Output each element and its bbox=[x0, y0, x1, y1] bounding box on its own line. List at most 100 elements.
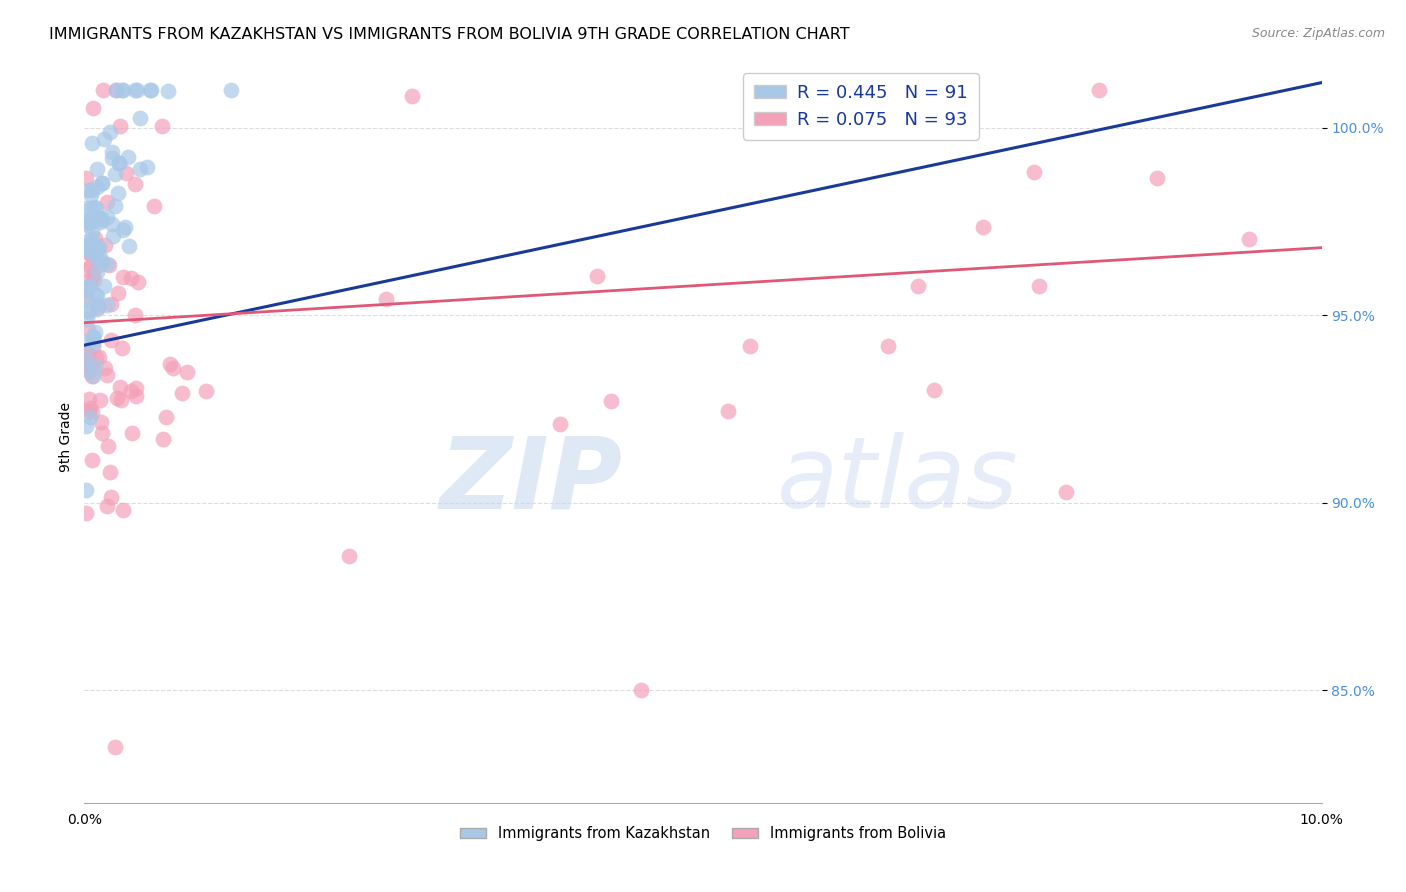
Immigrants from Kazakhstan bbox=[76, 183, 98, 197]
Immigrants from Kazakhstan bbox=[80, 136, 103, 150]
Immigrants from Bolivia bbox=[87, 258, 110, 272]
Immigrants from Kazakhstan bbox=[80, 232, 103, 246]
Immigrants from Bolivia bbox=[124, 308, 146, 322]
Immigrants from Kazakhstan bbox=[136, 160, 159, 174]
Immigrants from Kazakhstan bbox=[93, 278, 115, 293]
Immigrants from Bolivia bbox=[91, 425, 114, 440]
Immigrants from Bolivia bbox=[82, 268, 104, 282]
Immigrants from Bolivia bbox=[97, 439, 120, 453]
Immigrants from Bolivia bbox=[1237, 231, 1260, 245]
Immigrants from Bolivia bbox=[75, 262, 97, 277]
Immigrants from Kazakhstan bbox=[91, 213, 114, 227]
Immigrants from Kazakhstan bbox=[219, 83, 242, 97]
Immigrants from Bolivia bbox=[112, 270, 135, 285]
Immigrants from Bolivia bbox=[195, 384, 218, 398]
Immigrants from Bolivia bbox=[82, 453, 104, 467]
Immigrants from Bolivia bbox=[124, 177, 146, 191]
Immigrants from Kazakhstan bbox=[90, 176, 112, 190]
Immigrants from Bolivia bbox=[89, 351, 111, 365]
Immigrants from Bolivia bbox=[96, 368, 118, 382]
Immigrants from Kazakhstan bbox=[114, 220, 136, 235]
Immigrants from Bolivia bbox=[84, 350, 107, 364]
Immigrants from Bolivia bbox=[76, 353, 98, 368]
Immigrants from Kazakhstan bbox=[80, 188, 103, 202]
Immigrants from Bolivia bbox=[98, 465, 121, 479]
Immigrants from Kazakhstan bbox=[111, 223, 134, 237]
Immigrants from Kazakhstan bbox=[87, 242, 110, 256]
Immigrants from Kazakhstan bbox=[76, 213, 98, 227]
Immigrants from Bolivia bbox=[76, 347, 98, 361]
Immigrants from Bolivia bbox=[100, 333, 122, 347]
Immigrants from Kazakhstan bbox=[86, 179, 108, 194]
Immigrants from Kazakhstan bbox=[103, 229, 125, 244]
Immigrants from Bolivia bbox=[75, 171, 97, 186]
Immigrants from Bolivia bbox=[82, 369, 104, 384]
Y-axis label: 9th Grade: 9th Grade bbox=[59, 402, 73, 472]
Immigrants from Kazakhstan bbox=[90, 254, 112, 268]
Immigrants from Bolivia bbox=[110, 120, 132, 134]
Immigrants from Bolivia bbox=[89, 393, 111, 408]
Immigrants from Kazakhstan bbox=[80, 237, 103, 252]
Immigrants from Bolivia bbox=[972, 220, 994, 235]
Immigrants from Kazakhstan bbox=[83, 200, 105, 214]
Immigrants from Bolivia bbox=[1146, 170, 1168, 185]
Immigrants from Bolivia bbox=[87, 300, 110, 314]
Immigrants from Kazakhstan bbox=[75, 239, 97, 253]
Immigrants from Kazakhstan bbox=[86, 301, 108, 316]
Immigrants from Bolivia bbox=[121, 426, 143, 441]
Immigrants from Kazakhstan bbox=[124, 83, 146, 97]
Immigrants from Bolivia bbox=[120, 384, 142, 398]
Immigrants from Bolivia bbox=[96, 194, 118, 209]
Text: atlas: atlas bbox=[778, 433, 1019, 530]
Immigrants from Kazakhstan bbox=[96, 297, 118, 311]
Immigrants from Bolivia bbox=[105, 392, 128, 406]
Immigrants from Kazakhstan bbox=[77, 218, 100, 232]
Legend: Immigrants from Kazakhstan, Immigrants from Bolivia: Immigrants from Kazakhstan, Immigrants f… bbox=[454, 820, 952, 847]
Immigrants from Bolivia bbox=[94, 238, 117, 252]
Immigrants from Bolivia bbox=[585, 268, 607, 283]
Immigrants from Kazakhstan bbox=[75, 351, 97, 365]
Immigrants from Kazakhstan bbox=[82, 183, 104, 197]
Immigrants from Bolivia bbox=[77, 403, 100, 417]
Immigrants from Kazakhstan bbox=[82, 330, 104, 344]
Immigrants from Bolivia bbox=[80, 405, 103, 419]
Immigrants from Bolivia bbox=[115, 166, 138, 180]
Immigrants from Kazakhstan bbox=[139, 83, 162, 97]
Immigrants from Kazakhstan bbox=[87, 240, 110, 254]
Immigrants from Bolivia bbox=[79, 274, 101, 288]
Immigrants from Bolivia bbox=[125, 381, 148, 395]
Immigrants from Kazakhstan bbox=[90, 176, 112, 190]
Immigrants from Bolivia bbox=[79, 359, 101, 374]
Immigrants from Bolivia bbox=[112, 503, 135, 517]
Immigrants from Bolivia bbox=[152, 432, 174, 446]
Immigrants from Kazakhstan bbox=[80, 236, 103, 251]
Immigrants from Bolivia bbox=[401, 88, 423, 103]
Immigrants from Bolivia bbox=[150, 120, 173, 134]
Immigrants from Bolivia bbox=[105, 83, 128, 97]
Immigrants from Kazakhstan bbox=[80, 245, 103, 260]
Immigrants from Bolivia bbox=[82, 101, 104, 115]
Immigrants from Bolivia bbox=[143, 199, 166, 213]
Immigrants from Bolivia bbox=[75, 289, 97, 303]
Immigrants from Bolivia bbox=[922, 383, 945, 397]
Immigrants from Kazakhstan bbox=[89, 250, 111, 264]
Immigrants from Kazakhstan bbox=[104, 199, 127, 213]
Immigrants from Bolivia bbox=[75, 345, 97, 359]
Immigrants from Bolivia bbox=[76, 321, 98, 335]
Immigrants from Bolivia bbox=[1088, 83, 1111, 97]
Immigrants from Kazakhstan bbox=[86, 289, 108, 303]
Immigrants from Kazakhstan bbox=[86, 265, 108, 279]
Immigrants from Bolivia bbox=[104, 739, 127, 754]
Immigrants from Kazakhstan bbox=[75, 215, 97, 229]
Text: IMMIGRANTS FROM KAZAKHSTAN VS IMMIGRANTS FROM BOLIVIA 9TH GRADE CORRELATION CHAR: IMMIGRANTS FROM KAZAKHSTAN VS IMMIGRANTS… bbox=[49, 27, 849, 42]
Immigrants from Kazakhstan bbox=[112, 83, 135, 97]
Immigrants from Kazakhstan bbox=[87, 211, 110, 225]
Immigrants from Kazakhstan bbox=[83, 246, 105, 260]
Immigrants from Kazakhstan bbox=[75, 335, 97, 350]
Immigrants from Kazakhstan bbox=[86, 252, 108, 266]
Immigrants from Kazakhstan bbox=[117, 150, 139, 164]
Immigrants from Bolivia bbox=[79, 364, 101, 378]
Immigrants from Kazakhstan bbox=[104, 167, 127, 181]
Immigrants from Kazakhstan bbox=[107, 156, 129, 170]
Immigrants from Kazakhstan bbox=[129, 111, 152, 125]
